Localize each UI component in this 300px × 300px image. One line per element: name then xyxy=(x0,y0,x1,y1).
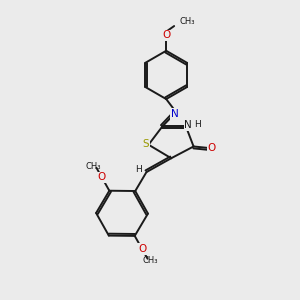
Text: O: O xyxy=(162,31,170,40)
Text: S: S xyxy=(143,139,149,149)
Text: O: O xyxy=(138,244,146,254)
Text: CH₃: CH₃ xyxy=(179,17,195,26)
Text: N: N xyxy=(184,120,192,130)
Text: H: H xyxy=(194,121,200,130)
Text: N: N xyxy=(171,109,178,119)
Text: H: H xyxy=(135,165,142,174)
Text: O: O xyxy=(208,143,216,153)
Text: O: O xyxy=(98,172,106,182)
Text: CH₃: CH₃ xyxy=(86,162,101,171)
Text: CH₃: CH₃ xyxy=(142,256,158,265)
